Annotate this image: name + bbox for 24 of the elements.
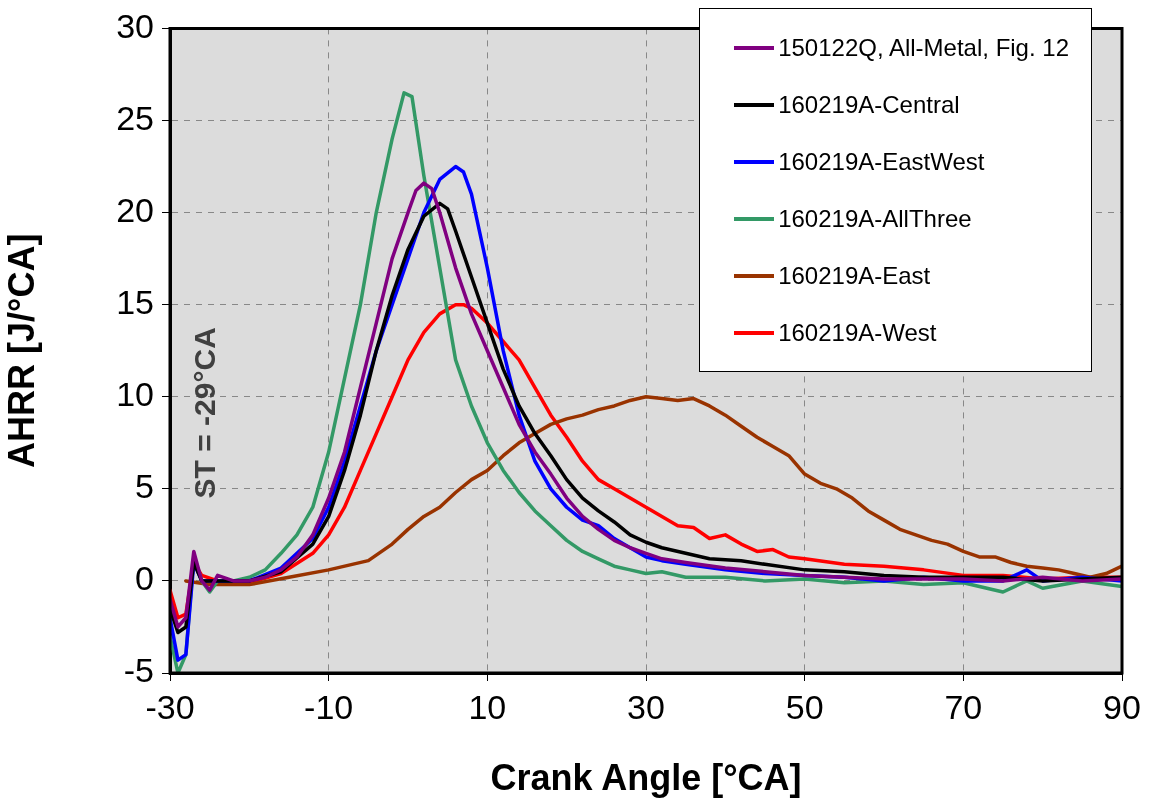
y-tick-label: 5	[135, 467, 154, 506]
x-tick-label: 10	[468, 687, 507, 726]
y-tick-label: 0	[135, 559, 154, 598]
legend-label: 150122Q, All-Metal, Fig. 12	[778, 33, 1069, 62]
x-tick-label: 90	[1103, 687, 1141, 726]
y-tick-label: 15	[116, 283, 154, 322]
y-tick-label: 25	[116, 98, 154, 137]
y-tick-label: 30	[116, 6, 154, 45]
annotation: ST = -29°CA	[188, 327, 221, 499]
y-tick-label: 20	[116, 190, 154, 229]
legend-label: 160219A-East	[778, 261, 931, 290]
y-axis-title: AHRR [J/°CA]	[0, 233, 42, 468]
y-tick-label: 10	[116, 375, 154, 414]
x-tick-label: 70	[944, 687, 983, 726]
legend-label: 160219A-AllThree	[778, 204, 972, 233]
legend-label: 160219A-EastWest	[778, 147, 985, 176]
legend-label: 160219A-West	[778, 318, 937, 347]
legend-label: 160219A-Central	[778, 90, 960, 119]
y-tick-label: -5	[123, 651, 154, 690]
x-tick-label: 30	[627, 687, 665, 726]
x-tick-label: 50	[785, 687, 824, 726]
x-tick-label: -30	[145, 687, 195, 726]
x-tick-label: -10	[304, 687, 354, 726]
x-axis-title: Crank Angle [°CA]	[490, 757, 802, 799]
